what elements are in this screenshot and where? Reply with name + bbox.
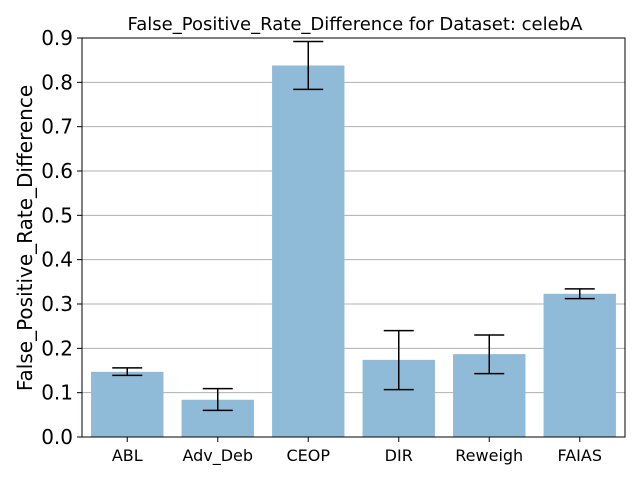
error-bar <box>112 367 143 377</box>
bar-faias <box>543 293 616 437</box>
y-tick-label: 0.2 <box>41 336 73 360</box>
y-tick-label: 0.9 <box>41 26 73 50</box>
chart-title: False_Positive_Rate_Difference for Datas… <box>128 14 584 35</box>
y-tick-label: 0.8 <box>41 70 73 94</box>
y-axis-ticks: 0.0 0.1 0.2 0.3 0.4 0.5 0.6 0.7 0.8 0.9 <box>41 26 82 449</box>
y-axis-label: False_Positive_Rate_Difference <box>13 85 37 391</box>
error-bar <box>383 329 414 391</box>
x-tick-label: Reweigh <box>455 446 523 465</box>
y-tick-label: 0.1 <box>41 381 73 405</box>
y-tick-label: 0.7 <box>41 115 73 139</box>
plot-frame <box>81 37 626 438</box>
error-bars <box>112 40 595 412</box>
x-tick-label: ABL <box>112 446 143 465</box>
error-bar <box>293 40 324 91</box>
error-bar <box>474 334 505 375</box>
x-axis-ticks: ABL Adv_Deb CEOP DIR Reweigh FAIAS <box>112 437 602 466</box>
bar-ceop <box>272 65 345 437</box>
y-tick-label: 0.3 <box>41 292 73 316</box>
y-tick-label: 0.4 <box>41 248 73 272</box>
bar-abl <box>91 371 164 437</box>
y-tick-label: 0.5 <box>41 203 73 227</box>
x-tick-label: FAIAS <box>558 446 603 465</box>
error-bar <box>564 288 595 300</box>
x-tick-label: DIR <box>385 446 413 465</box>
x-tick-label: Adv_Deb <box>182 446 253 466</box>
y-tick-label: 0.6 <box>41 159 73 183</box>
bars <box>91 65 616 437</box>
y-tick-label: 0.0 <box>41 425 73 449</box>
x-tick-label: CEOP <box>286 446 330 465</box>
error-bar <box>202 387 233 412</box>
